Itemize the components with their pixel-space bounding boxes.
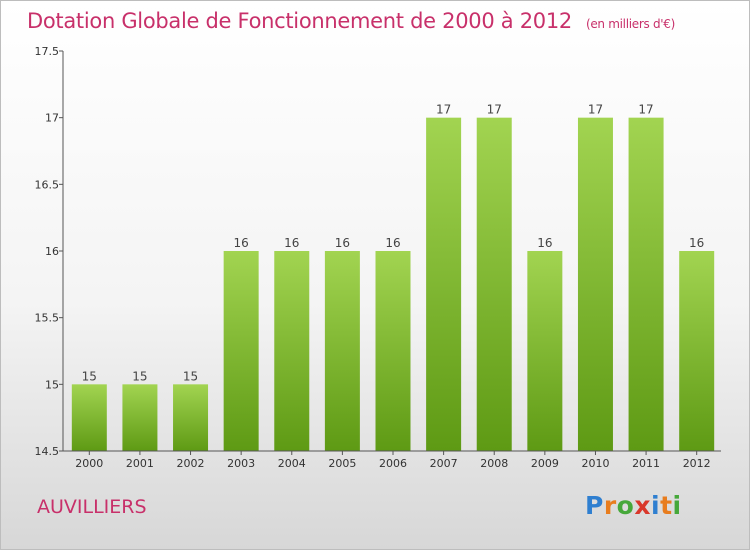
bar [122, 384, 158, 451]
x-tick-label: 2004 [278, 457, 306, 470]
y-tick-label: 16 [45, 245, 59, 258]
data-label: 17 [638, 103, 653, 117]
data-label: 16 [537, 236, 552, 250]
bar [324, 251, 360, 451]
logo-letter: i [672, 491, 682, 520]
chart-subtitle: (en milliers d'€) [585, 17, 675, 31]
bar [426, 117, 462, 452]
data-label: 17 [487, 103, 502, 117]
x-tick-label: 2002 [177, 457, 205, 470]
x-tick-label: 2010 [581, 457, 609, 470]
bar [375, 251, 411, 451]
data-label: 16 [284, 236, 299, 250]
x-tick-label: 2005 [328, 457, 356, 470]
x-tick-label: 2008 [480, 457, 508, 470]
bar [223, 251, 259, 451]
data-label: 17 [588, 103, 603, 117]
logo-letter: P [585, 491, 604, 520]
chart-title-text: Dotation Globale de Fonctionnement de 20… [27, 9, 572, 33]
data-label: 16 [689, 236, 704, 250]
x-tick-label: 2009 [531, 457, 559, 470]
logo-letter: t [660, 491, 673, 520]
data-label: 15 [183, 369, 198, 383]
x-tick-label: 2012 [683, 457, 711, 470]
x-tick-label: 2011 [632, 457, 660, 470]
axes-group: 2000 2001 2002 2003 2004 2005 2006 2007 2008 2009… [35, 45, 721, 470]
data-label: 17 [436, 103, 451, 117]
bar [173, 384, 209, 451]
y-tick-label: 17 [45, 112, 59, 125]
bar [577, 117, 613, 452]
logo-letter: r [603, 491, 617, 520]
bars-group: 15 15 15 16 16 16 16 17 17 16 17 17 16 [71, 103, 715, 452]
data-label: 15 [82, 369, 97, 383]
bar [476, 117, 512, 452]
y-tick-label: 15 [45, 378, 59, 391]
x-tick-label: 2001 [126, 457, 154, 470]
bar [527, 251, 563, 451]
proxiti-logo: Proxiti [585, 491, 682, 520]
commune-name: AUVILLIERS [37, 496, 147, 518]
y-tick-label: 16.5 [35, 178, 60, 191]
data-label: 16 [335, 236, 350, 250]
bar [628, 117, 664, 452]
y-tick-label: 15.5 [35, 312, 60, 325]
logo-letter: i [651, 491, 661, 520]
data-label: 16 [385, 236, 400, 250]
logo-letter: o [616, 491, 635, 520]
y-tick-label: 17.5 [35, 45, 60, 58]
x-tick-label: 2006 [379, 457, 407, 470]
bar [274, 251, 310, 451]
data-label: 16 [234, 236, 249, 250]
x-tick-label: 2000 [75, 457, 103, 470]
bar [679, 251, 715, 451]
chart-title: Dotation Globale de Fonctionnement de 20… [27, 9, 675, 33]
x-tick-label: 2007 [430, 457, 458, 470]
x-tick-label: 2003 [227, 457, 255, 470]
logo-letter: x [634, 491, 651, 520]
y-tick-label: 14.5 [35, 445, 60, 458]
bar [71, 384, 107, 451]
data-label: 15 [132, 369, 147, 383]
